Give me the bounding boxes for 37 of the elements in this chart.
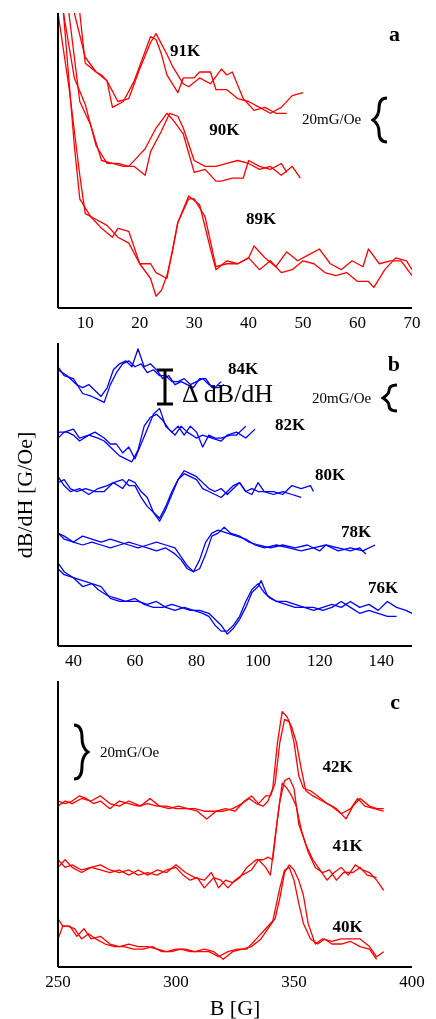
chart-title: b (387, 351, 400, 377)
series-label: 80K (315, 465, 347, 485)
x-tick-label: 80 (188, 651, 206, 671)
x-tick-label: 10 (76, 313, 94, 333)
x-tick-label: 400 (399, 972, 425, 992)
series-label: 40K (332, 917, 364, 937)
series-label: 76K (367, 578, 399, 598)
series-label: 41K (332, 836, 364, 856)
series-label: 90K (209, 120, 241, 140)
x-axis-title: B [G] (209, 995, 261, 1019)
annotation: 20mG/Oe (312, 389, 372, 407)
series-label: 89K (245, 208, 277, 228)
series-label: 42K (322, 757, 354, 777)
x-tick-label: 20 (131, 313, 149, 333)
annotation: 20mG/Oe (302, 111, 362, 129)
x-tick-label: 250 (45, 972, 71, 992)
chart-title: c (390, 689, 400, 715)
x-tick-label: 50 (294, 313, 312, 333)
y-axis-title: dB/dH [G/Oe] (12, 431, 38, 558)
series-label: 78K (340, 521, 372, 541)
series-label: 84K (228, 358, 260, 378)
x-tick-label: 60 (349, 313, 367, 333)
annotation: 20mG/Oe (100, 743, 160, 761)
series-label: 82K (274, 415, 306, 435)
x-tick-label: 140 (368, 651, 394, 671)
x-tick-label: 30 (185, 313, 203, 333)
series-label: 91K (169, 40, 201, 60)
x-tick-label: 40 (240, 313, 258, 333)
x-tick-label: 300 (163, 972, 189, 992)
chart-title: a (389, 21, 400, 47)
x-tick-label: 350 (281, 972, 307, 992)
annotation: Δ dB/dH (182, 379, 274, 409)
x-tick-label: 60 (126, 651, 144, 671)
x-tick-label: 100 (245, 651, 271, 671)
x-tick-label: 70 (403, 313, 421, 333)
x-tick-label: 40 (64, 651, 82, 671)
x-tick-label: 120 (306, 651, 333, 671)
